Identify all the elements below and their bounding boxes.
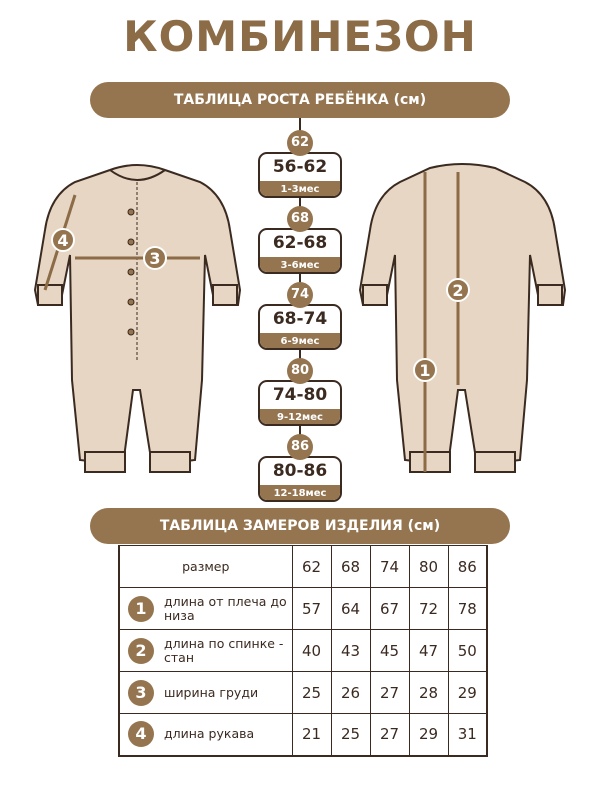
size-badge: 74: [287, 282, 313, 308]
cell: 67: [369, 587, 410, 630]
size-badge: 68: [287, 206, 313, 232]
table-row: 1 длина от плеча до низа 57 64 67 72 78: [118, 587, 488, 630]
cell: 43: [330, 629, 371, 672]
row-number-badge: 2: [128, 637, 154, 664]
marker-2: 2: [452, 281, 463, 300]
row-label: ширина груди: [164, 684, 259, 700]
size-badge: 86: [287, 434, 313, 460]
table-row: 2 длина по спинке - стан 40 43 45 47 50: [118, 629, 488, 672]
height-range: 80-86: [272, 461, 328, 481]
cell: 21: [291, 713, 332, 756]
cell: 72: [408, 587, 449, 630]
cell: 64: [330, 587, 371, 630]
back-garment-illustration: 2 1: [358, 163, 567, 473]
row-label: длина по спинке - стан: [164, 635, 284, 665]
measurements-table: размер 62 68 74 80 86 1 длина от плеча до…: [118, 545, 488, 757]
size-col: 74: [369, 545, 410, 588]
size-card: 62-68 3-6мес 68: [258, 206, 342, 276]
row-label: длина от плеча до низа: [164, 593, 287, 623]
cell: 57: [291, 587, 332, 630]
page-title: КОМБИНЕЗОН: [123, 12, 477, 61]
size-card: 74-80 9-12мес 80: [258, 358, 342, 428]
cell: 50: [447, 629, 488, 672]
cell: 40: [291, 629, 332, 672]
row-label: длина рукава: [164, 726, 255, 742]
cell: 29: [408, 713, 449, 756]
cell: 28: [408, 671, 449, 714]
cell: 25: [330, 713, 371, 756]
cell: 27: [369, 671, 410, 714]
age-range: 6-9мес: [260, 333, 340, 348]
size-card: 80-86 12-18мес 86: [258, 434, 342, 504]
row-number-badge: 4: [128, 721, 154, 748]
cell: 27: [369, 713, 410, 756]
cell: 26: [330, 671, 371, 714]
growth-table-banner: ТАБЛИЦА РОСТА РЕБЁНКА (см): [90, 82, 510, 118]
marker-1: 1: [419, 361, 430, 380]
front-garment-illustration: 4 3: [33, 164, 242, 473]
table-row: 4 длина рукава 21 25 27 29 31: [118, 713, 488, 756]
cell: 31: [447, 713, 488, 756]
size-card: 68-74 6-9мес 74: [258, 282, 342, 352]
size-col: 68: [330, 545, 371, 588]
table-row: 3 ширина груди 25 26 27 28 29: [118, 671, 488, 714]
age-range: 9-12мес: [260, 409, 340, 424]
size-card: 56-62 1-3мес 62: [258, 130, 342, 200]
age-range: 3-6мес: [260, 257, 340, 272]
size-col: 86: [447, 545, 488, 588]
size-header: размер: [118, 545, 293, 588]
size-badge: 80: [287, 358, 313, 384]
size-col: 62: [291, 545, 332, 588]
height-range: 68-74: [272, 309, 328, 329]
marker-3: 3: [149, 249, 160, 268]
marker-4: 4: [57, 231, 68, 250]
measure-table-banner: ТАБЛИЦА ЗАМЕРОВ ИЗДЕЛИЯ (см): [90, 508, 510, 544]
age-range: 1-3мес: [260, 181, 340, 196]
size-chain: 56-62 1-3мес 62 62-68 3-6мес 68 68-74 6-9мес 7…: [258, 118, 342, 502]
height-range: 74-80: [272, 385, 328, 405]
height-range: 56-62: [272, 157, 328, 177]
table-header-row: размер 62 68 74 80 86: [118, 545, 488, 588]
cell: 47: [408, 629, 449, 672]
cell: 29: [447, 671, 488, 714]
age-range: 12-18мес: [260, 485, 340, 500]
cell: 25: [291, 671, 332, 714]
cell: 78: [447, 587, 488, 630]
row-number-badge: 1: [128, 595, 154, 622]
height-range: 62-68: [272, 233, 328, 253]
row-number-badge: 3: [128, 679, 154, 706]
size-col: 80: [408, 545, 449, 588]
size-badge: 62: [287, 130, 313, 156]
cell: 45: [369, 629, 410, 672]
